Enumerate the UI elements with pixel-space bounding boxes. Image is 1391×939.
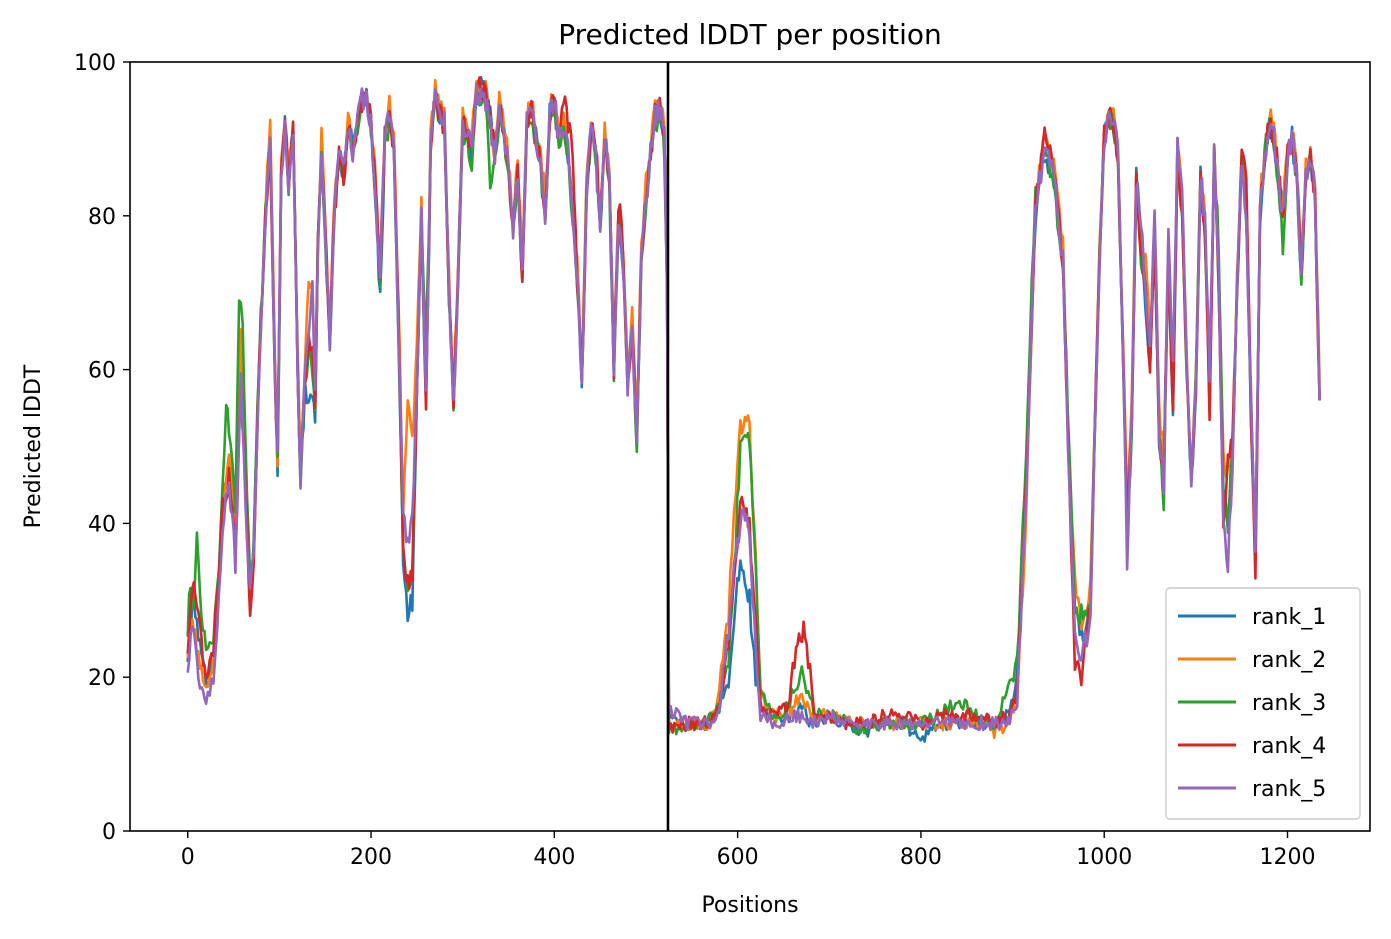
y-tick-label: 80	[88, 205, 116, 230]
legend-box	[1165, 587, 1361, 820]
y-tick-label: 0	[102, 820, 116, 845]
chart-title: Predicted lDDT per position	[558, 18, 942, 51]
y-tick-label: 60	[88, 359, 116, 384]
legend-label-rank_3: rank_3	[1252, 691, 1326, 716]
x-tick-label: 1000	[1076, 845, 1132, 870]
y-tick-label: 20	[88, 666, 116, 691]
x-axis-label: Positions	[701, 893, 798, 918]
series-line-rank_1	[186, 75, 1321, 743]
x-tick-label: 600	[717, 845, 759, 870]
series-line-rank_5	[186, 82, 1321, 732]
y-axis-label: Predicted lDDT	[21, 364, 46, 528]
x-axis: 0 200 400 600 800 1000 1200	[181, 831, 1316, 870]
legend: rank_1 rank_2 rank_3 rank_4 rank_5	[1165, 587, 1361, 820]
x-tick-label: 0	[181, 845, 195, 870]
series-line-rank_2	[186, 78, 1321, 739]
series-line-rank_4	[186, 76, 1321, 734]
y-tick-label: 40	[88, 512, 116, 537]
legend-label-rank_1: rank_1	[1252, 605, 1326, 630]
series-line-rank_3	[186, 87, 1321, 736]
x-tick-label: 800	[900, 845, 942, 870]
plot-frame	[129, 61, 1371, 832]
y-tick-label: 100	[74, 51, 116, 76]
series-layer	[186, 75, 1321, 743]
legend-label-rank_4: rank_4	[1252, 734, 1326, 759]
x-tick-label: 400	[533, 845, 575, 870]
legend-label-rank_5: rank_5	[1252, 777, 1326, 802]
y-axis: 0 20 40 60 80 100	[74, 51, 130, 845]
x-tick-label: 200	[350, 845, 392, 870]
legend-label-rank_2: rank_2	[1252, 648, 1326, 673]
x-tick-label: 1200	[1260, 845, 1316, 870]
